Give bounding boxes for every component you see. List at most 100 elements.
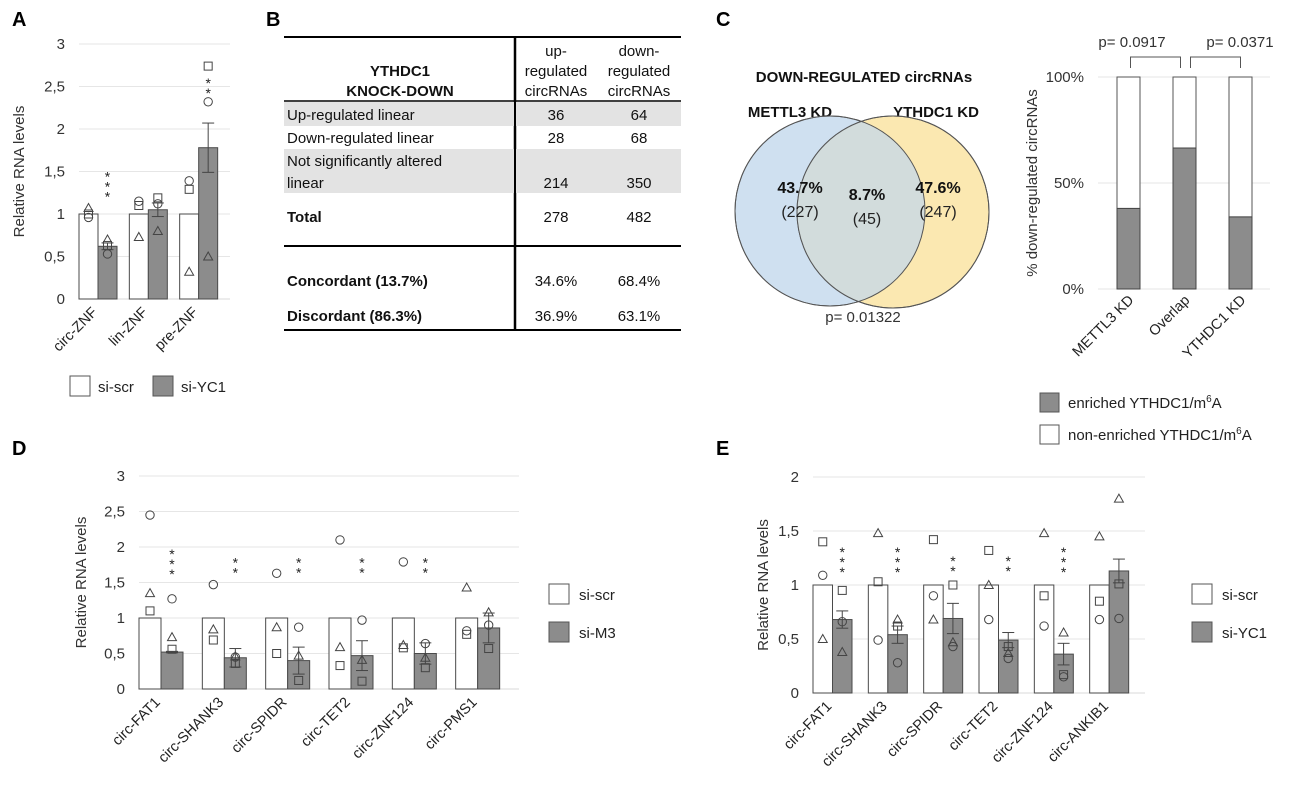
square-point — [837, 585, 847, 595]
y-tick-label: 50% — [1054, 175, 1084, 192]
triangle-point — [293, 650, 305, 660]
non-enriched-segment — [1116, 76, 1141, 209]
venn-outline-right — [796, 115, 990, 309]
triangle-point — [152, 225, 164, 235]
control-bar — [78, 213, 99, 300]
triangle-point — [892, 614, 903, 624]
panel-label-e: E — [716, 438, 729, 460]
triangle-point — [947, 636, 959, 647]
x-category-label: lin-ZNF — [106, 304, 151, 349]
venn-diagram: DOWN-REGULATED circRNAs METTL3 KD YTHDC1 K… — [734, 69, 990, 326]
y-tick-label: 2,5 — [104, 504, 125, 521]
circle-point — [208, 579, 219, 590]
legend-swatch — [1039, 424, 1060, 445]
significance-star: * — [895, 564, 901, 580]
legend-label: enriched YTHDC1/m6A — [1068, 394, 1222, 412]
set-label-left: METTL3 KD — [748, 104, 832, 121]
column-header-down: circRNAs — [608, 83, 671, 100]
column-header-down: regulated — [608, 63, 671, 80]
significance-star: * — [105, 179, 111, 195]
square-point — [272, 649, 282, 658]
significance-star: * — [840, 544, 846, 560]
triangle-point — [207, 623, 219, 634]
circle-point — [184, 176, 194, 186]
legend-swatch — [1039, 392, 1060, 413]
x-category-label: circ-FAT1 — [109, 695, 163, 749]
significance-star: * — [233, 555, 239, 571]
treatment-bar — [1108, 570, 1130, 694]
treatment-bar — [97, 245, 118, 300]
triangle-point — [202, 250, 214, 261]
y-tick-label: 0 — [791, 685, 799, 702]
triangle-point — [872, 527, 884, 538]
summary-value: 34.6% — [535, 273, 578, 290]
significance-star: * — [1006, 563, 1012, 579]
square-point — [167, 644, 177, 654]
y-tick-label: 0 — [57, 291, 65, 308]
x-category-label: circ-FAT1 — [781, 699, 835, 753]
circle-point — [1058, 672, 1069, 682]
circle-point — [873, 635, 883, 645]
venn-title: DOWN-REGULATED circRNAs — [756, 69, 972, 86]
cell-value: 64 — [631, 107, 648, 124]
column-header-down: down- — [619, 43, 660, 60]
control-bar — [1033, 584, 1055, 694]
x-category-label: circ-PMS1 — [422, 695, 481, 754]
square-point — [208, 635, 218, 645]
x-category-label: circ-SPIDR — [884, 699, 946, 761]
triangle-point — [183, 266, 195, 276]
x-category-label: circ-SHANK3 — [155, 695, 227, 767]
summary-value: 63.1% — [618, 308, 661, 325]
square-point — [984, 545, 994, 555]
square-point — [294, 675, 304, 685]
control-bar — [978, 584, 999, 694]
significance-star: * — [296, 565, 302, 581]
significance-star: * — [423, 565, 429, 581]
total-label: Total — [287, 209, 322, 226]
row-label: Down-regulated linear — [287, 130, 434, 147]
square-point — [948, 580, 958, 590]
region-count: (45) — [853, 211, 881, 228]
triangle-point — [271, 621, 283, 632]
circle-point — [420, 638, 431, 649]
triangle-point — [461, 581, 473, 592]
triangle-point — [817, 633, 829, 643]
significance-star: * — [205, 75, 211, 91]
venn-outline-left — [734, 115, 926, 307]
control-bar — [1089, 584, 1110, 694]
enriched-segment — [1116, 207, 1141, 290]
circle-point — [483, 620, 494, 630]
square-point — [84, 209, 93, 219]
significance-star: * — [205, 85, 211, 101]
significance-star: * — [950, 563, 956, 579]
panel-label-b: B — [266, 9, 280, 31]
triangle-point — [983, 579, 995, 589]
significance-star: * — [359, 565, 365, 581]
non-enriched-segment — [1228, 76, 1253, 218]
triangle-point — [928, 614, 939, 624]
enriched-segment — [1172, 147, 1197, 290]
legend-label: si-scr — [98, 379, 134, 396]
row-shade — [284, 102, 514, 126]
set-label-right: YTHDC1 KD — [893, 104, 979, 121]
panel-label-d: D — [12, 438, 26, 460]
square-point — [873, 577, 883, 587]
square-point — [420, 663, 430, 673]
legend-swatch — [1191, 583, 1213, 605]
comparison-pvalue: p= 0.0917 — [1098, 34, 1165, 51]
y-tick-label: 1 — [117, 610, 125, 627]
significance-star: * — [1061, 544, 1067, 560]
summary-value: 68.4% — [618, 273, 661, 290]
control-bar — [179, 213, 200, 300]
significance-star: * — [359, 555, 365, 571]
triangle-point — [1038, 527, 1050, 538]
legend-swatch — [548, 583, 570, 605]
circle-point — [398, 557, 409, 567]
triangle-point — [102, 233, 113, 244]
circle-point — [1114, 613, 1124, 624]
square-point — [1003, 642, 1013, 652]
square-point — [818, 537, 828, 547]
y-tick-label: 2 — [57, 121, 65, 138]
